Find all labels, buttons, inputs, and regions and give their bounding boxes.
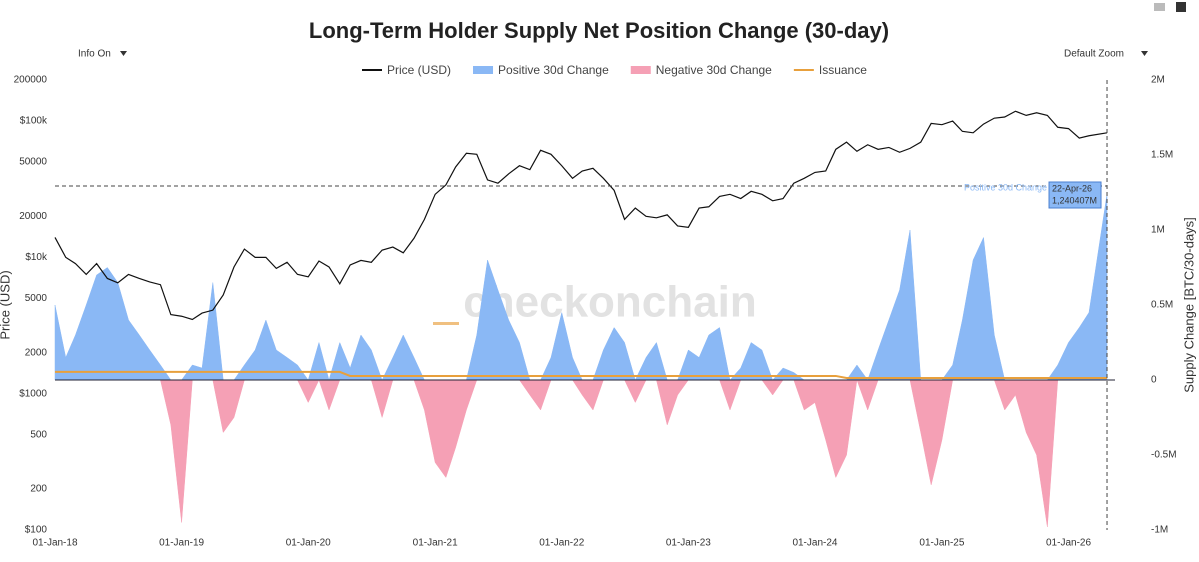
zoom-arrow[interactable]: [1141, 51, 1148, 56]
info-arrow[interactable]: [120, 51, 127, 56]
tooltip-value: 1,240407M: [1052, 195, 1097, 205]
camera-icon[interactable]: [1154, 3, 1165, 11]
y2-tick-label: 1.5M: [1151, 150, 1173, 161]
x-tick-label: 01-Jan-25: [919, 538, 964, 549]
y2-tick-label: 1M: [1151, 225, 1165, 236]
zoom-select[interactable]: Default Zoom: [1064, 49, 1124, 60]
watermark: checkonchain: [463, 278, 756, 327]
x-tick-label: 01-Jan-18: [32, 538, 77, 549]
y-tick-label: 500: [30, 429, 47, 440]
legend-label: Price (USD): [387, 63, 451, 77]
tooltip-series: Positive 30d Change: [964, 182, 1047, 192]
y-tick-label: 2000: [25, 347, 48, 358]
y-tick-label: $10k: [25, 252, 48, 263]
y-tick-label: 200: [30, 484, 47, 495]
area: [55, 379, 1108, 528]
x-tick-label: 01-Jan-19: [159, 538, 204, 549]
stats-icon[interactable]: [1176, 2, 1186, 12]
line: [54, 110, 1108, 321]
y-tick-label: 5000: [25, 293, 48, 304]
y2-tick-label: -1M: [1151, 525, 1168, 536]
y-tick-label: $1000: [19, 388, 47, 399]
y-tick-label: 200000: [14, 75, 48, 86]
x-tick-label: 01-Jan-21: [413, 538, 458, 549]
watermark-mark: [433, 322, 459, 325]
y-tick-label: $100: [25, 525, 48, 536]
line: [55, 370, 1108, 379]
legend-swatch: [473, 66, 494, 74]
y2-tick-label: -0.5M: [1151, 450, 1177, 461]
y-axis-title: Price (USD): [0, 270, 12, 339]
x-tick-label: 01-Jan-26: [1046, 538, 1091, 549]
info-toggle[interactable]: Info On: [78, 49, 111, 60]
legend-swatch: [630, 66, 651, 74]
tooltip-date: 22-Apr-26: [1052, 183, 1092, 193]
legend-label: Issuance: [819, 63, 867, 77]
y2-axis-title: Supply Change [BTC/30-days]: [1181, 217, 1196, 393]
chart-title: Long-Term Holder Supply Net Position Cha…: [309, 18, 889, 43]
legend-label: Positive 30d Change: [498, 63, 609, 77]
x-tick-label: 01-Jan-24: [792, 538, 837, 549]
x-tick-label: 01-Jan-22: [539, 538, 584, 549]
x-tick-label: 01-Jan-23: [666, 538, 711, 549]
y2-tick-label: 2M: [1151, 75, 1165, 86]
y-tick-label: $100k: [20, 116, 48, 127]
tooltip-box: [1048, 181, 1102, 209]
y-tick-label: 20000: [19, 211, 47, 222]
legend-label: Negative 30d Change: [656, 63, 772, 77]
y2-tick-label: 0: [1151, 375, 1157, 386]
x-tick-label: 01-Jan-20: [286, 538, 331, 549]
y2-tick-label: 0.5M: [1151, 300, 1173, 311]
y-tick-label: 50000: [19, 157, 47, 168]
